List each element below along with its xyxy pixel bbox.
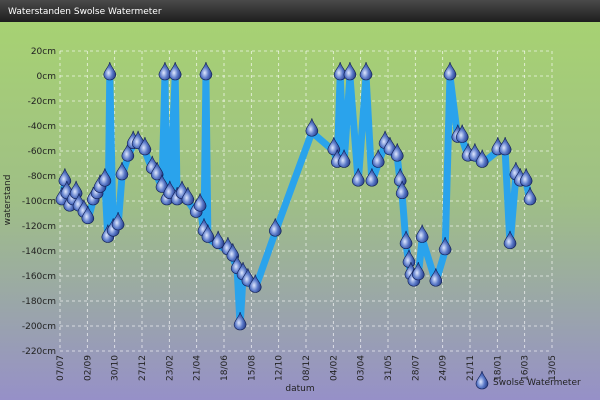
x-tick-label: 28/07 xyxy=(411,355,421,381)
y-tick-label: -120cm xyxy=(22,222,56,232)
y-tick-label: -220cm xyxy=(22,347,56,357)
x-tick-label: 15/08 xyxy=(247,355,257,381)
legend-label: Swolse Watermeter xyxy=(493,378,581,388)
x-tick-label: 21/04 xyxy=(193,355,203,381)
x-tick-label: 16/03 xyxy=(521,355,531,381)
x-tick-label: 18/06 xyxy=(220,355,230,381)
y-tick-label: -200cm xyxy=(22,322,56,332)
x-tick-label: 03/04 xyxy=(357,355,367,381)
y-tick-label: 20cm xyxy=(31,47,56,57)
y-axis-label: waterstand xyxy=(3,175,13,226)
y-tick-label: -60cm xyxy=(28,147,56,157)
y-tick-label: -160cm xyxy=(22,272,56,282)
y-tick-label: -140cm xyxy=(22,247,56,257)
y-tick-label: -20cm xyxy=(28,97,56,107)
chart-title: Waterstanden Swolse Watermeter xyxy=(8,7,162,17)
y-tick-label: -100cm xyxy=(22,197,56,207)
x-tick-label: 18/01 xyxy=(493,355,503,381)
x-tick-label: 30/10 xyxy=(111,355,121,381)
x-tick-label: 08/12 xyxy=(302,355,312,381)
line xyxy=(58,72,534,330)
x-tick-label: 21/11 xyxy=(466,355,476,381)
y-tick-label: -40cm xyxy=(28,122,56,132)
y-tick-label: 0cm xyxy=(37,72,56,82)
y-tick-label: -180cm xyxy=(22,297,56,307)
x-tick-label: 23/02 xyxy=(165,355,175,381)
title-bar xyxy=(0,0,600,22)
x-tick-label: 27/12 xyxy=(138,355,148,381)
x-tick-label: 12/10 xyxy=(275,355,285,381)
x-tick-label: 31/05 xyxy=(384,355,394,381)
y-tick-label: -80cm xyxy=(28,172,56,182)
plot: 20cm 0cm -20cm -40cm -60cm -80cm -100cm -120cm -… xyxy=(22,47,581,390)
x-tick-label: 13/05 xyxy=(548,355,558,381)
x-tick-label: 04/02 xyxy=(329,355,339,381)
x-tick-label: 02/09 xyxy=(83,355,93,381)
x-axis-label: datum xyxy=(285,384,314,394)
x-tick-label: 24/09 xyxy=(439,355,449,381)
x-tick-label: 07/07 xyxy=(56,355,66,381)
